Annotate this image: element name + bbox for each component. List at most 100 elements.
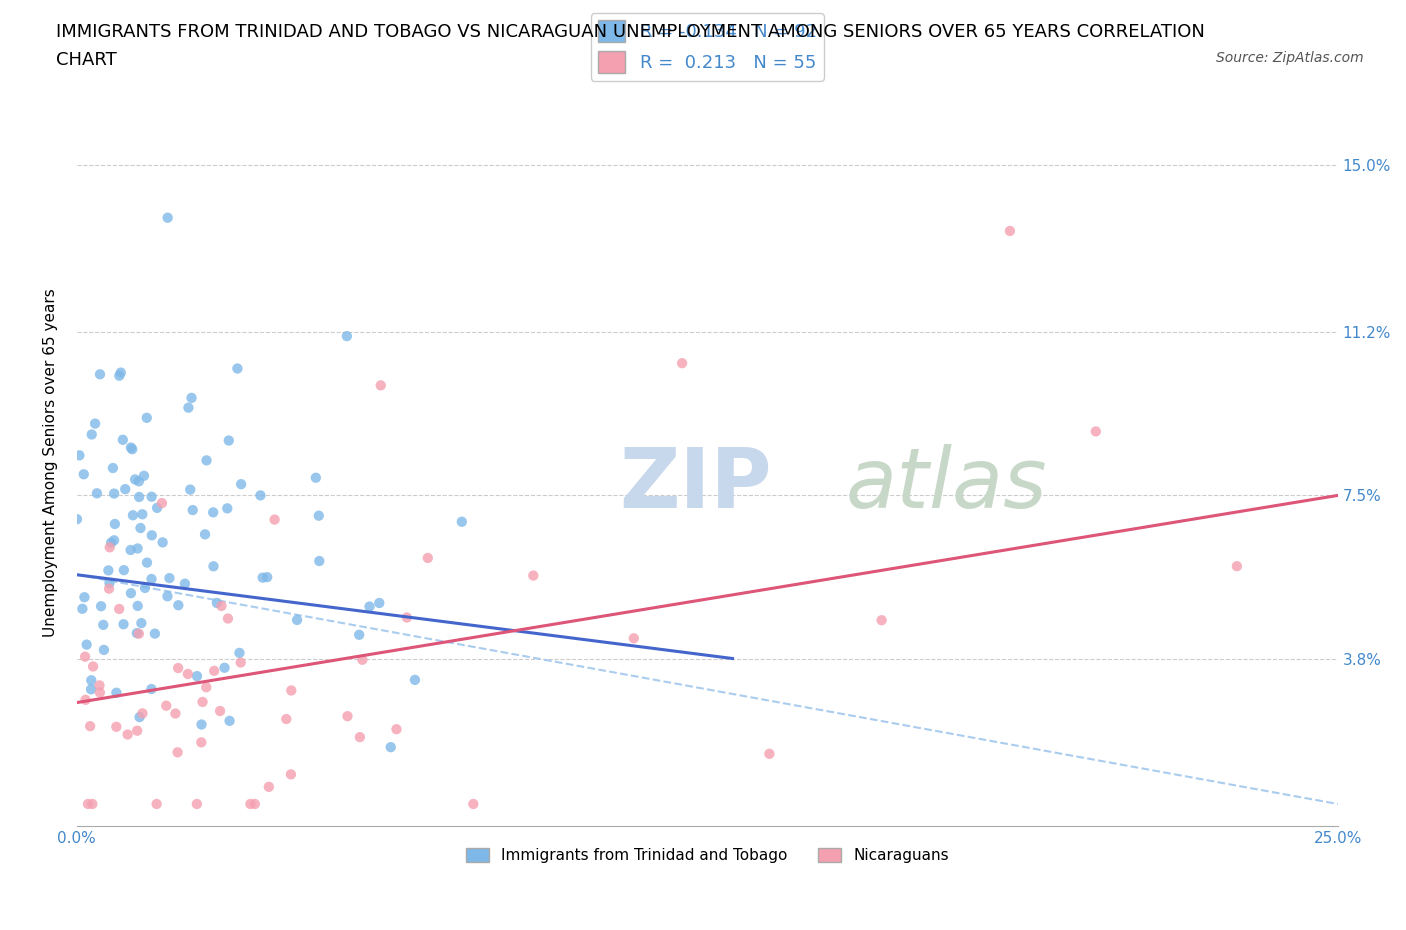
Point bbox=[117, 727, 139, 742]
Point bbox=[239, 796, 262, 811]
Point bbox=[104, 516, 127, 531]
Point bbox=[174, 577, 197, 591]
Point bbox=[209, 703, 232, 718]
Point bbox=[82, 659, 104, 674]
Point bbox=[103, 533, 125, 548]
Point bbox=[243, 796, 266, 811]
Point bbox=[190, 717, 212, 732]
Point bbox=[120, 542, 142, 557]
Point bbox=[112, 617, 135, 631]
Point bbox=[111, 432, 134, 447]
Point bbox=[150, 496, 173, 511]
Point bbox=[73, 467, 96, 482]
Point bbox=[141, 489, 163, 504]
Point bbox=[305, 471, 328, 485]
Point bbox=[80, 427, 103, 442]
Point bbox=[98, 581, 121, 596]
Point bbox=[177, 667, 200, 682]
Point bbox=[257, 779, 280, 794]
Point bbox=[671, 356, 693, 371]
Point bbox=[89, 678, 111, 693]
Point bbox=[77, 796, 100, 811]
Point bbox=[167, 598, 190, 613]
Point bbox=[758, 747, 780, 762]
Point bbox=[129, 521, 152, 536]
Point bbox=[98, 576, 121, 591]
Point bbox=[252, 570, 274, 585]
Point bbox=[120, 586, 142, 601]
Point bbox=[141, 682, 163, 697]
Point bbox=[127, 599, 149, 614]
Point bbox=[156, 589, 179, 604]
Point bbox=[100, 536, 122, 551]
Point bbox=[276, 711, 298, 726]
Point bbox=[121, 442, 143, 457]
Point bbox=[105, 719, 128, 734]
Point bbox=[202, 559, 225, 574]
Point bbox=[145, 796, 167, 811]
Point bbox=[105, 685, 128, 700]
Y-axis label: Unemployment Among Seniors over 65 years: Unemployment Among Seniors over 65 years bbox=[44, 288, 58, 637]
Point bbox=[463, 796, 485, 811]
Point bbox=[76, 637, 98, 652]
Point bbox=[84, 416, 107, 431]
Point bbox=[370, 378, 392, 392]
Point bbox=[177, 400, 200, 415]
Point bbox=[156, 210, 179, 225]
Point bbox=[380, 739, 402, 754]
Point bbox=[131, 507, 153, 522]
Point bbox=[870, 613, 893, 628]
Text: atlas: atlas bbox=[846, 444, 1047, 525]
Point bbox=[135, 410, 157, 425]
Point bbox=[229, 477, 252, 492]
Point bbox=[67, 448, 90, 463]
Point bbox=[127, 724, 149, 738]
Point bbox=[1084, 424, 1107, 439]
Point bbox=[211, 599, 233, 614]
Point bbox=[165, 706, 187, 721]
Point bbox=[998, 223, 1021, 238]
Point bbox=[131, 616, 153, 631]
Point bbox=[127, 541, 149, 556]
Point bbox=[125, 626, 148, 641]
Point bbox=[308, 509, 330, 524]
Point bbox=[385, 722, 408, 737]
Point bbox=[347, 628, 370, 643]
Point bbox=[218, 433, 240, 448]
Point bbox=[623, 631, 645, 645]
Point bbox=[90, 599, 112, 614]
Point bbox=[256, 570, 278, 585]
Point bbox=[166, 745, 188, 760]
Legend: Immigrants from Trinidad and Tobago, Nicaraguans: Immigrants from Trinidad and Tobago, Nic… bbox=[460, 842, 955, 870]
Point bbox=[101, 460, 124, 475]
Point bbox=[97, 563, 120, 578]
Point bbox=[98, 539, 121, 554]
Point bbox=[128, 710, 150, 724]
Point bbox=[217, 611, 239, 626]
Point bbox=[336, 328, 359, 343]
Point bbox=[416, 551, 439, 565]
Point bbox=[404, 672, 426, 687]
Point bbox=[128, 489, 150, 504]
Point bbox=[249, 488, 271, 503]
Point bbox=[141, 528, 163, 543]
Point bbox=[86, 485, 108, 500]
Text: ZIP: ZIP bbox=[619, 444, 772, 525]
Point bbox=[91, 618, 114, 632]
Point bbox=[93, 643, 115, 658]
Point bbox=[186, 669, 208, 684]
Point bbox=[202, 663, 225, 678]
Point bbox=[450, 514, 472, 529]
Point bbox=[180, 391, 202, 405]
Point bbox=[395, 610, 418, 625]
Point bbox=[122, 508, 145, 523]
Point bbox=[280, 767, 302, 782]
Point bbox=[359, 599, 381, 614]
Point bbox=[336, 709, 359, 724]
Point bbox=[226, 361, 249, 376]
Point bbox=[167, 660, 190, 675]
Point bbox=[195, 453, 218, 468]
Point bbox=[124, 472, 146, 486]
Text: IMMIGRANTS FROM TRINIDAD AND TOBAGO VS NICARAGUAN UNEMPLOYMENT AMONG SENIORS OVE: IMMIGRANTS FROM TRINIDAD AND TOBAGO VS N… bbox=[56, 23, 1205, 41]
Point bbox=[368, 595, 391, 610]
